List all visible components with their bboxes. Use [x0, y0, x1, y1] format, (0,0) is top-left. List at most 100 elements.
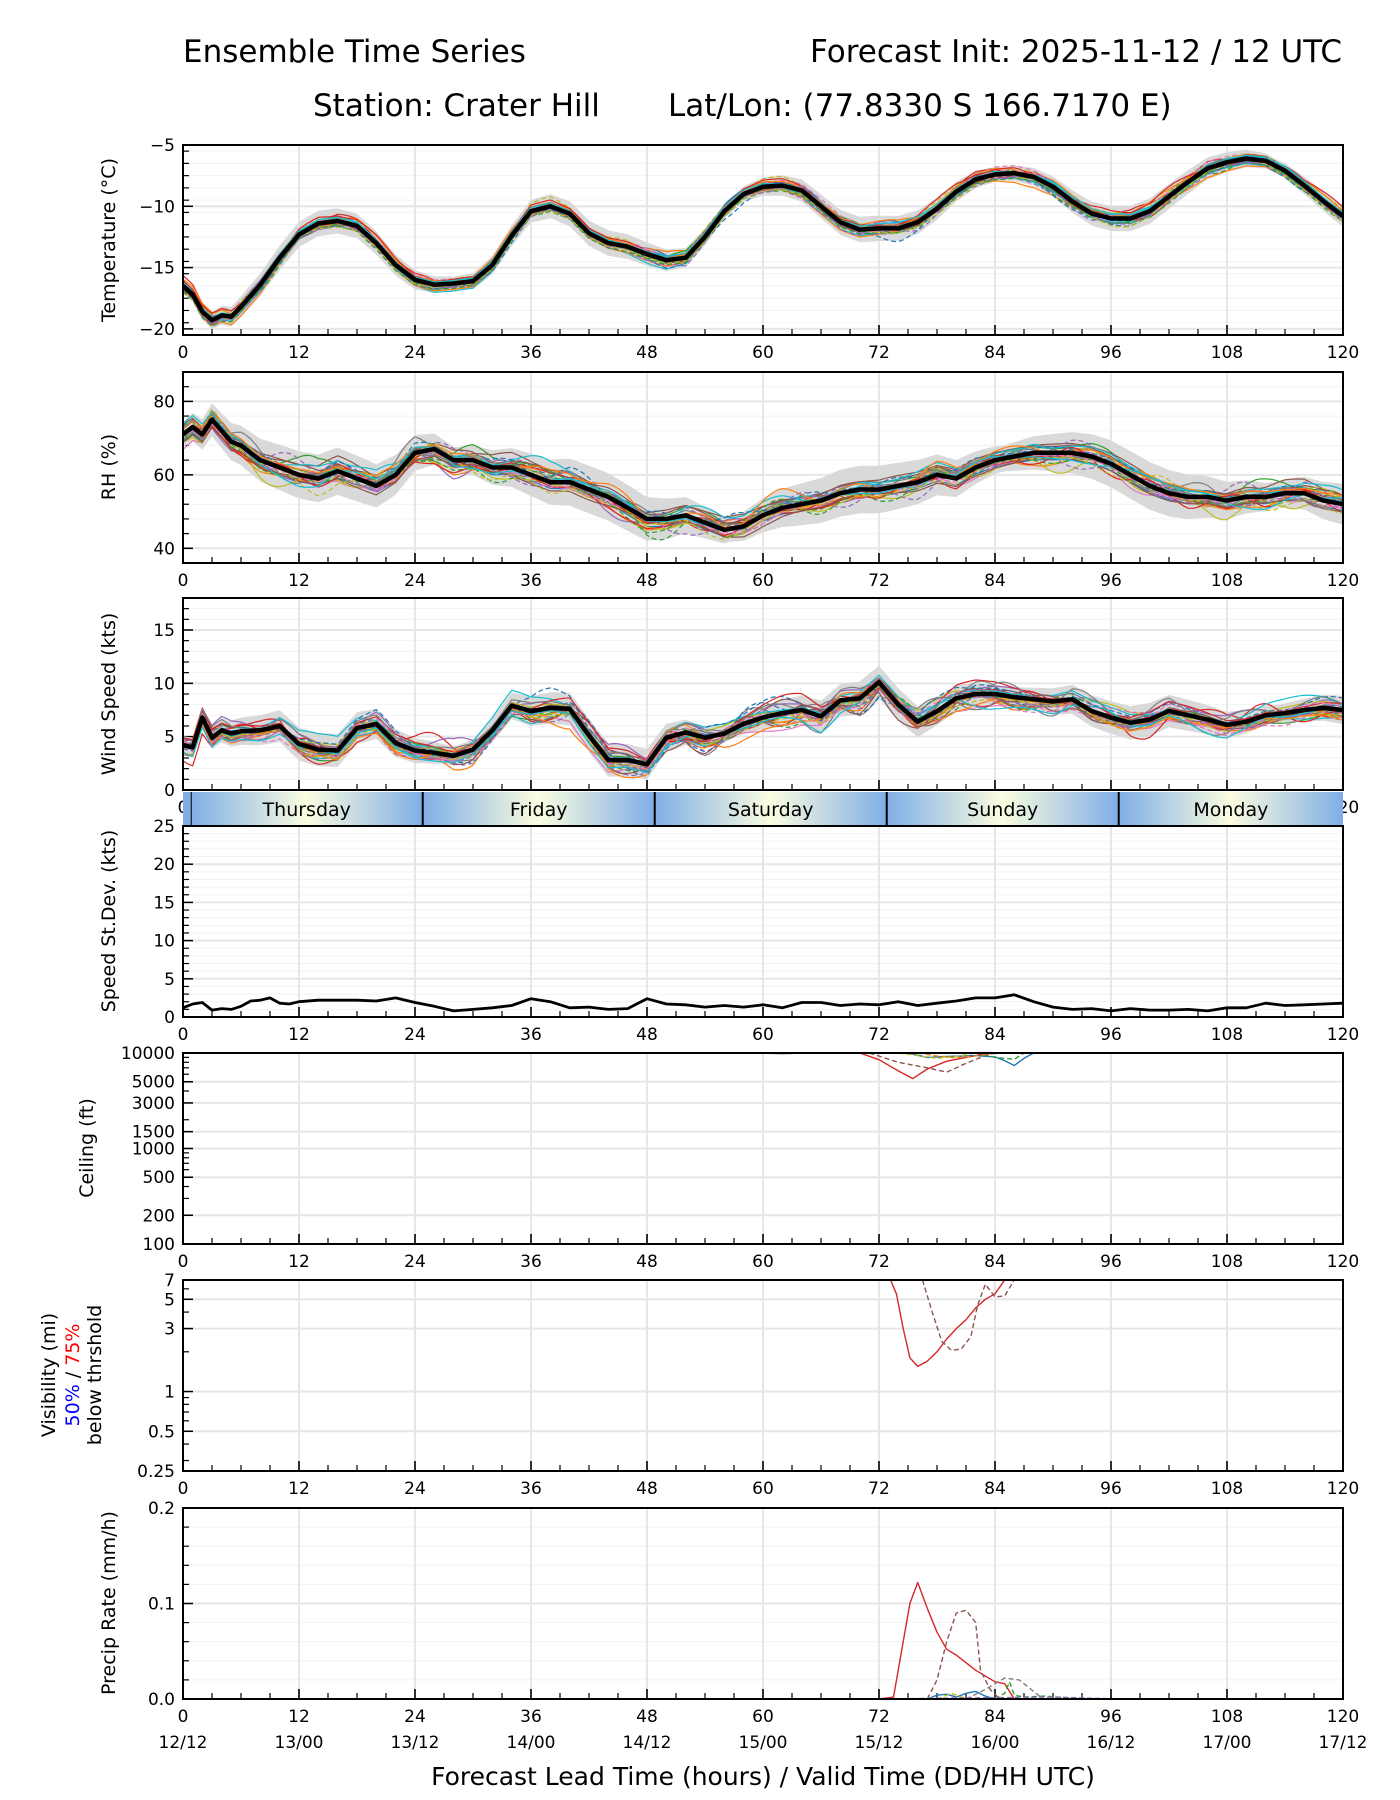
x-tick-label: 120: [1327, 571, 1359, 591]
plot-frame: [182, 597, 1344, 791]
valid-time-label: 14/12: [623, 1733, 672, 1753]
x-tick-label: 24: [404, 1707, 426, 1727]
x-tick-label: 48: [636, 1252, 658, 1272]
valid-time-label: 13/00: [275, 1733, 324, 1753]
x-tick-label: 60: [752, 1025, 774, 1045]
x-tick-label: 72: [868, 571, 890, 591]
panel-data-precip: [878, 1581, 1121, 1699]
x-tick-label: 48: [636, 343, 658, 363]
y-tick-label: −10: [139, 197, 175, 217]
ensemble-member-line: [183, 162, 1343, 328]
ensemble-member-line: [183, 426, 1343, 538]
x-tick-label: 12: [288, 1707, 310, 1727]
y-axis-label: Ceiling (ft): [76, 1098, 98, 1198]
x-tick-label: 120: [1327, 343, 1359, 363]
x-tick-label: 96: [1100, 1707, 1122, 1727]
day-label: Friday: [510, 799, 568, 821]
y-tick-label: 0: [164, 1008, 175, 1028]
y-tick-label: 1500: [132, 1123, 175, 1143]
x-axis-title: Forecast Lead Time (hours) / Valid Time …: [431, 1762, 1095, 1791]
day-label: Thursday: [262, 799, 351, 821]
y-tick-label: 0.2: [148, 1499, 175, 1519]
spread-band: [183, 403, 1343, 544]
day-band-segment: [1118, 792, 1343, 825]
x-tick-label: 24: [404, 1025, 426, 1045]
plot-frame: [182, 1279, 1344, 1472]
x-tick-label: 0: [178, 1025, 189, 1045]
y-tick-label: 10: [153, 932, 175, 952]
ensemble-member-line: [183, 157, 1343, 315]
valid-time-label: 12/12: [159, 1733, 208, 1753]
chart-title-right: Forecast Init: 2025-11-12 / 12 UTC: [810, 34, 1342, 70]
x-tick-label: 84: [984, 1025, 1006, 1045]
valid-time-label: 17/12: [1319, 1733, 1368, 1753]
y-tick-label: 10: [153, 674, 175, 694]
valid-time-label: 13/12: [391, 1733, 440, 1753]
day-band-segment: [422, 792, 655, 825]
threshold-part: /: [62, 1366, 84, 1384]
ensemble-member-line: [859, 1053, 996, 1080]
x-tick-label: 120: [1327, 1707, 1359, 1727]
y-tick-label: 10000: [121, 1044, 175, 1064]
y-tick-label: 15: [153, 621, 175, 641]
x-tick-label: 120: [1327, 1479, 1359, 1499]
y-axis-label: Precip Rate (mm/h): [98, 1511, 120, 1695]
x-tick-label: 108: [1211, 1707, 1243, 1727]
ensemble-member-line: [183, 683, 1343, 764]
x-tick-label: 60: [752, 571, 774, 591]
plot-frame: [182, 371, 1344, 564]
x-tick-label: 72: [868, 343, 890, 363]
ensemble-mean-line: [183, 156, 1343, 323]
ensemble-member-line: [921, 1280, 1015, 1352]
chart-title-left: Ensemble Time Series: [183, 34, 526, 70]
x-tick-label: 12: [288, 343, 310, 363]
ensemble-member-line: [898, 1053, 976, 1059]
y-tick-label: 0.5: [148, 1422, 175, 1442]
y-tick-label: 5: [164, 970, 175, 990]
x-tick-label: 24: [404, 1252, 426, 1272]
valid-time-label: 15/12: [855, 1733, 904, 1753]
y-tick-label: 5: [164, 728, 175, 748]
x-tick-label: 12: [288, 1025, 310, 1045]
panel-precip: 0.0 0.1 0.2 0 12 24 36 48 60 72 84 96 108 120 Precip R…: [98, 1499, 1359, 1727]
ensemble-member-line: [183, 154, 1343, 319]
y-tick-label: 0.1: [148, 1595, 175, 1615]
ensemble-member-line: [183, 681, 1343, 763]
valid-time-label: 14/00: [507, 1733, 556, 1753]
y-axis-label: Speed St.Dev. (kts): [98, 830, 120, 1013]
y-tick-label: 5: [164, 1290, 175, 1310]
x-tick-label: 12: [288, 1479, 310, 1499]
x-tick-label: 36: [520, 343, 542, 363]
x-tick-label: 84: [984, 1479, 1006, 1499]
x-tick-label: 12: [288, 1252, 310, 1272]
x-tick-label: 108: [1211, 343, 1243, 363]
ensemble-member-line: [183, 421, 1343, 541]
y-tick-label: −5: [150, 136, 175, 156]
valid-time-label: 16/00: [971, 1733, 1020, 1753]
panel-visibility: 0.25 0.5 1 3 57 0 12 24 36 48 60 72 84 96 108 120 Visibi…: [38, 1271, 1359, 1499]
plot-frame: [182, 1052, 1344, 1245]
ensemble-member-line: [183, 154, 1343, 315]
day-band: Thursday Friday Saturday Sunday Monday: [183, 792, 1343, 825]
x-tick-label: 60: [752, 343, 774, 363]
day-band-segment: [183, 792, 191, 825]
day-label: Sunday: [967, 799, 1038, 821]
x-tick-label: 36: [520, 571, 542, 591]
x-tick-label: 36: [520, 1707, 542, 1727]
y-tick-label: 0.0: [148, 1690, 175, 1710]
y-tick-label: 7: [164, 1271, 175, 1291]
x-tick-label: 96: [1100, 1025, 1122, 1045]
valid-time-label: 15/00: [739, 1733, 788, 1753]
stdev-line: [183, 993, 1343, 1013]
y-tick-label: 25: [153, 817, 175, 837]
plot-frame: [182, 1507, 1344, 1700]
valid-time-label: 17/00: [1203, 1733, 1252, 1753]
ensemble-member-line: [183, 683, 1343, 774]
ensemble-member-line: [878, 1581, 1015, 1699]
panel-data-speed_stdev: [183, 993, 1343, 1013]
plot-frame: [182, 825, 1344, 1018]
ensemble-member-line: [927, 1690, 996, 1699]
plot-frame: [182, 144, 1344, 336]
ensemble-member-line: [889, 1280, 1006, 1368]
